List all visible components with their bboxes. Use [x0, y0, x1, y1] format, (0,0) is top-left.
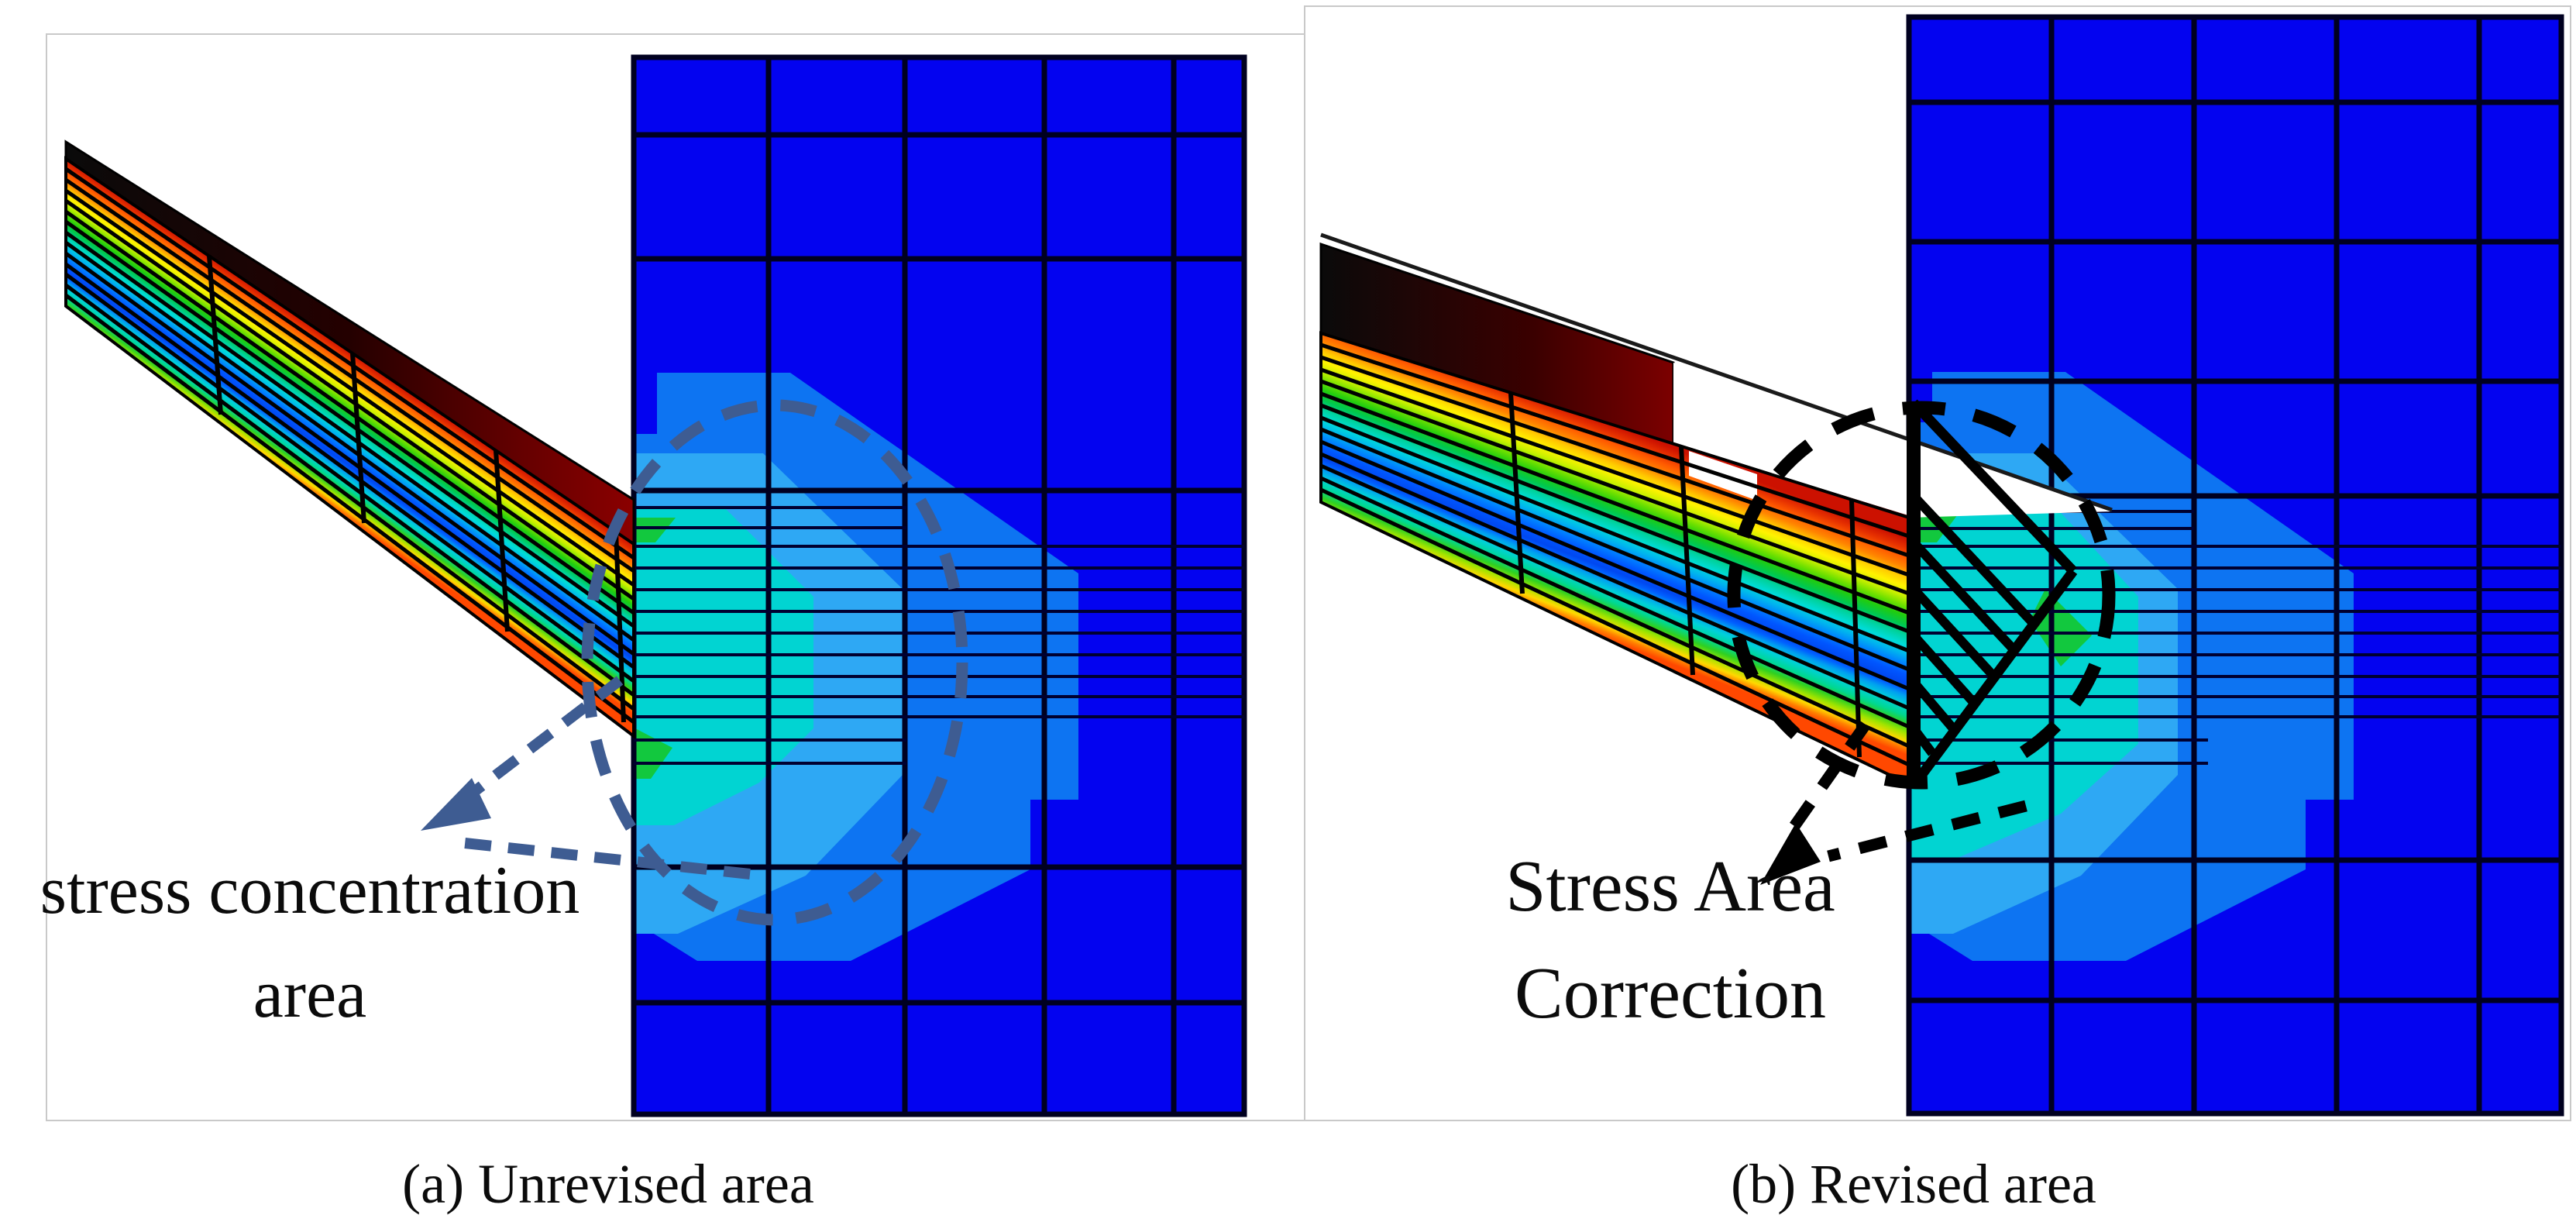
beam-gap-band-b: [1673, 363, 1909, 516]
arrow-tail-icon-a: [464, 838, 751, 879]
beam-gap-wedge-b: [1909, 441, 2112, 518]
column-fine-mesh-b: [1909, 510, 2561, 765]
arrow-head-icon-b: [1760, 823, 1821, 885]
arrow-shaft-icon-b: [1786, 721, 1871, 835]
arrow-shaft-icon-a: [452, 676, 624, 811]
annotation-label-a-line2: area: [253, 957, 366, 1032]
figure-panel-b: Stress Area Correction (b) Revised area: [1304, 5, 2571, 1215]
beam-element-divisions-a: [207, 255, 626, 723]
annotation-label-b-line2: Correction: [1515, 953, 1826, 1034]
column-grid-a: [631, 54, 1247, 1117]
annotation-label-b-line1: Stress Area: [1505, 846, 1835, 927]
beam-element-divisions-b: [1508, 392, 1862, 758]
column-fine-mesh-a: [634, 506, 1244, 765]
caption-a: (a) Unrevised area: [402, 1153, 814, 1215]
fea-column-mesh-b: [1906, 14, 2564, 1117]
fea-beam-b: [1319, 232, 2113, 787]
annotation-label-a-line1: stress concentration: [40, 853, 580, 928]
fea-column-mesh-a: [631, 54, 1247, 1117]
figure-panel-a: stress concentration area (a) Unrevised …: [40, 33, 1305, 1215]
fea-beam-a: [64, 139, 635, 740]
caption-b: (b) Revised area: [1731, 1153, 2096, 1215]
beam-contour-lines-b: [1319, 343, 1911, 767]
stress-area-correction-annotation: Stress Area Correction: [1505, 399, 2116, 1034]
stress-concentration-annotation: stress concentration area: [40, 399, 968, 1032]
arrow-head-icon-a: [421, 778, 491, 831]
corrected-area-triangle-icon: [1907, 399, 2078, 789]
dashed-circle-icon-a: [581, 399, 968, 926]
panel-b-border: [1304, 5, 2571, 1121]
arrow-tail-icon-b: [1827, 800, 2027, 862]
beam-contour-lines-a: [64, 167, 635, 724]
